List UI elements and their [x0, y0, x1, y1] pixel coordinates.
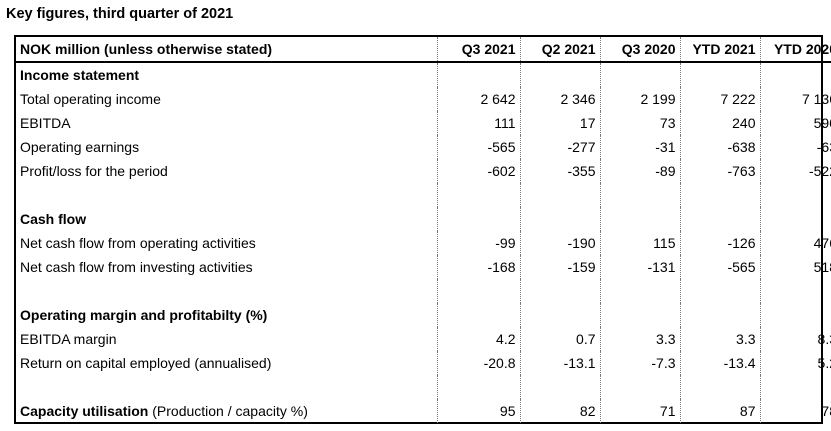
- header-ytd-2020: YTD 2020: [759, 37, 831, 63]
- header-q3-2020: Q3 2020: [599, 37, 680, 63]
- row-label: Total operating income: [20, 91, 161, 107]
- cell-value: -126: [679, 231, 760, 255]
- table-row: Net cash flow from operating activities …: [16, 231, 831, 255]
- row-label: EBITDA: [20, 115, 71, 131]
- key-figures-table: NOK million (unless otherwise stated) Q3…: [14, 35, 831, 424]
- cell-value: 0.7: [519, 327, 600, 351]
- table-row: Operating earnings -565 -277 -31 -638 -6…: [16, 135, 831, 159]
- section-cash-flow: Cash flow: [16, 207, 831, 231]
- cell-value: -89: [599, 159, 680, 183]
- table-row: EBITDA 111 17 73 240 590: [16, 111, 831, 135]
- cell-value: 2 346: [519, 87, 600, 111]
- cell-value: 111: [436, 111, 520, 135]
- cell-value: 2 642: [436, 87, 520, 111]
- header-q2-2021: Q2 2021: [519, 37, 600, 63]
- row-label: Capacity utilisation (Production / capac…: [16, 399, 437, 423]
- cell-value: 240: [679, 111, 760, 135]
- table-row: EBITDA margin 4.2 0.7 3.3 3.3 8.3: [16, 327, 831, 351]
- cell-value: 115: [599, 231, 680, 255]
- table-row-capacity: Capacity utilisation (Production / capac…: [16, 399, 831, 423]
- cell-value: 4.2: [436, 327, 520, 351]
- row-label: Return on capital employed (annualised): [20, 355, 272, 371]
- cell-value: 3.3: [679, 327, 760, 351]
- cell-value: -168: [436, 255, 520, 279]
- cell-value: -565: [436, 135, 520, 159]
- cell-value: 518: [759, 255, 831, 279]
- page-title: Key figures, third quarter of 2021: [6, 6, 234, 22]
- cell-value: 71: [599, 399, 680, 423]
- cell-value: -20.8: [436, 351, 520, 375]
- cell-value: -638: [679, 135, 760, 159]
- capacity-label-bold: Capacity utilisation: [20, 403, 149, 419]
- row-label: Net cash flow from operating activities: [20, 235, 256, 251]
- cell-value: 78: [759, 399, 831, 423]
- header-label: NOK million (unless otherwise stated): [16, 37, 437, 63]
- cell-value: -63: [759, 135, 831, 159]
- table-row: Profit/loss for the period -602 -355 -89…: [16, 159, 831, 183]
- cell-value: -602: [436, 159, 520, 183]
- cell-value: 590: [759, 111, 831, 135]
- table-row: Total operating income 2 642 2 346 2 199…: [16, 87, 831, 111]
- cell-value: -355: [519, 159, 600, 183]
- row-label: Profit/loss for the period: [20, 163, 168, 179]
- row-label: Net cash flow from investing activities: [20, 259, 253, 275]
- cell-value: 95: [436, 399, 520, 423]
- section-heading: Cash flow: [20, 211, 87, 227]
- cell-value: -99: [436, 231, 520, 255]
- cell-value: 17: [519, 111, 600, 135]
- section-heading: Income statement: [20, 67, 140, 83]
- cell-value: 87: [679, 399, 760, 423]
- header-row: NOK million (unless otherwise stated) Q3…: [16, 37, 831, 63]
- cell-value: -763: [679, 159, 760, 183]
- capacity-label-rest: (Production / capacity %): [148, 403, 308, 419]
- cell-value: 7 222: [679, 87, 760, 111]
- cell-value: -565: [679, 255, 760, 279]
- spacer-row: [16, 183, 831, 207]
- cell-value: -131: [599, 255, 680, 279]
- header-ytd-2021: YTD 2021: [679, 37, 760, 63]
- row-label: EBITDA margin: [20, 331, 117, 347]
- key-figures-grid: NOK million (unless otherwise stated) Q3…: [16, 37, 831, 423]
- cell-value: -159: [519, 255, 600, 279]
- section-heading: Operating margin and profitabilty (%): [20, 307, 268, 323]
- row-label: Operating earnings: [20, 139, 140, 155]
- header-q3-2021: Q3 2021: [436, 37, 520, 63]
- cell-value: -13.4: [679, 351, 760, 375]
- spacer-row: [16, 375, 831, 399]
- table-row: Return on capital employed (annualised) …: [16, 351, 831, 375]
- cell-value: 3.3: [599, 327, 680, 351]
- cell-value: -277: [519, 135, 600, 159]
- cell-value: 476: [759, 231, 831, 255]
- section-operating-margin: Operating margin and profitabilty (%): [16, 303, 831, 327]
- spacer-row: [16, 279, 831, 303]
- cell-value: 82: [519, 399, 600, 423]
- cell-value: 5.2: [759, 351, 831, 375]
- cell-value: -13.1: [519, 351, 600, 375]
- cell-value: 8.3: [759, 327, 831, 351]
- cell-value: -7.3: [599, 351, 680, 375]
- table-row: Net cash flow from investing activities …: [16, 255, 831, 279]
- section-income-statement: Income statement: [16, 62, 831, 87]
- cell-value: -190: [519, 231, 600, 255]
- cell-value: -31: [599, 135, 680, 159]
- cell-value: -522: [759, 159, 831, 183]
- cell-value: 73: [599, 111, 680, 135]
- cell-value: 2 199: [599, 87, 680, 111]
- cell-value: 7 136: [759, 87, 831, 111]
